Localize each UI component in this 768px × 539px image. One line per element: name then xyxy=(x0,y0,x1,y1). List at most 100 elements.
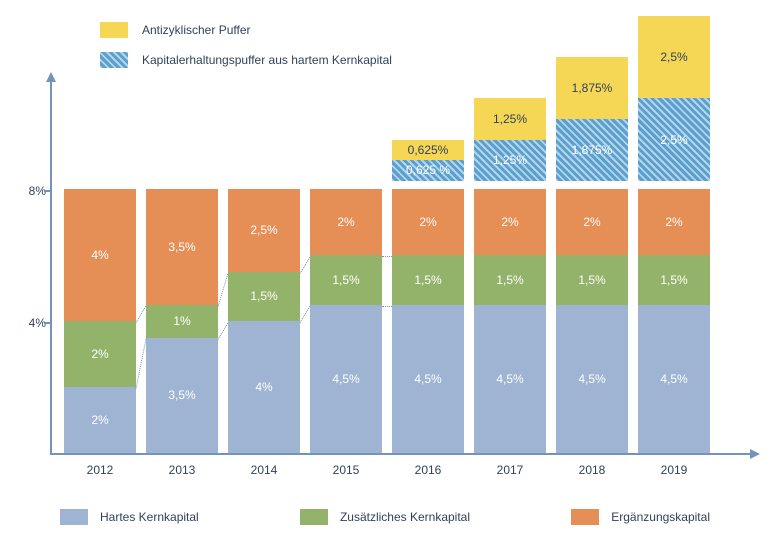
segment-value-label: 3,5% xyxy=(168,240,195,254)
segment-value-label: 2,5% xyxy=(660,133,687,147)
bar-2013: 3,5% 1% 3,5% xyxy=(146,189,218,453)
bar-2019: 4,5%1,5%2% 2,5% 2,5% xyxy=(638,16,710,453)
segment-ap: 2,5% xyxy=(638,16,710,99)
swatch-kapitalerhaltungspuffer xyxy=(100,52,128,68)
x-tick-label: 2013 xyxy=(146,463,218,477)
dotted-connector xyxy=(300,306,311,323)
segment-value-label: 2% xyxy=(91,413,108,427)
segment-value-label: 0,625 % xyxy=(406,163,450,177)
segment-bh: 0,625 % xyxy=(392,160,464,181)
dotted-connector xyxy=(218,273,229,306)
swatch-ergaenzungskapital xyxy=(571,509,599,525)
segment-value-label: 4% xyxy=(255,380,272,394)
legend-item-ergaenzungskapital: Ergänzungskapital xyxy=(571,509,710,525)
legend-item-kapitalerhaltungspuffer: Kapitalerhaltungspuffer aus hartem Kernk… xyxy=(100,52,392,68)
x-tick-label: 2014 xyxy=(228,463,300,477)
segment-value-label: 4,5% xyxy=(578,372,605,386)
legend-label: Hartes Kernkapital xyxy=(100,510,199,524)
y-tick-label: 8% xyxy=(18,184,46,198)
legend-label: Ergänzungskapital xyxy=(611,510,710,524)
x-tick-label: 2016 xyxy=(392,463,464,477)
segment-value-label: 2,5% xyxy=(660,50,687,64)
segment-ap: 0,625% xyxy=(392,140,464,161)
segment-value-label: 2% xyxy=(337,215,354,229)
segment-hk: 4,5% xyxy=(392,305,464,454)
y-tick-label: 4% xyxy=(18,316,46,330)
segment-value-label: 3,5% xyxy=(168,388,195,402)
segment-value-label: 1,5% xyxy=(332,273,359,287)
segment-gap xyxy=(556,181,628,189)
legend-bottom: Hartes Kernkapital Zusätzliches Kernkapi… xyxy=(60,509,710,525)
segment-hk: 4,5% xyxy=(310,305,382,454)
x-tick-label: 2018 xyxy=(556,463,628,477)
swatch-zusaetzliches-kernkapital xyxy=(300,509,328,525)
segment-value-label: 2,5% xyxy=(250,223,277,237)
segment-value-label: 2% xyxy=(91,347,108,361)
legend-item-hartes-kernkapital: Hartes Kernkapital xyxy=(60,509,199,525)
segment-value-label: 4,5% xyxy=(496,372,523,386)
segment-value-label: 1,5% xyxy=(250,289,277,303)
segment-gap xyxy=(474,181,546,189)
segment-zk: 1,5% xyxy=(310,255,382,305)
segment-value-label: 4% xyxy=(91,248,108,262)
segment-zk: 1,5% xyxy=(474,255,546,305)
legend-label: Zusätzliches Kernkapital xyxy=(340,510,470,524)
bar-2018: 4,5% 1,5% 2% 1,875% 1,875% xyxy=(556,57,628,453)
segment-value-label: 4,5% xyxy=(332,372,359,386)
dotted-connector xyxy=(382,256,392,257)
segment-ek: 2% xyxy=(392,189,464,255)
segment-bh: 1,875% xyxy=(556,119,628,181)
bar-2014: 4% 1,5% 2,5% xyxy=(228,189,300,453)
segment-gap xyxy=(392,181,464,189)
dotted-connector xyxy=(300,256,311,273)
x-tick-label: 2012 xyxy=(64,463,136,477)
segment-ek: 2% xyxy=(556,189,628,255)
x-axis xyxy=(50,453,750,455)
segment-ek: 2% xyxy=(310,189,382,255)
segment-value-label: 2% xyxy=(583,215,600,229)
legend-label: Kapitalerhaltungspuffer aus hartem Kernk… xyxy=(142,53,392,67)
segment-value-label: 2% xyxy=(419,215,436,229)
segment-zk: 1% xyxy=(146,305,218,338)
bar-2016: 4,5%1,5%2%0,625 %0,625% xyxy=(392,140,464,454)
segment-ek: 2% xyxy=(474,189,546,255)
segment-ek: 4% xyxy=(64,189,136,321)
segment-bh: 2,5% xyxy=(638,98,710,181)
swatch-hartes-kernkapital xyxy=(60,509,88,525)
segment-value-label: 1,875% xyxy=(572,143,613,157)
segment-hk: 2% xyxy=(64,387,136,453)
segment-value-label: 4,5% xyxy=(414,372,441,386)
x-tick-label: 2015 xyxy=(310,463,382,477)
segment-ek: 3,5% xyxy=(146,189,218,305)
dotted-connector xyxy=(218,322,229,339)
segment-zk: 1,5% xyxy=(638,255,710,305)
segment-ap: 1,25% xyxy=(474,98,546,139)
segment-value-label: 1,25% xyxy=(493,112,527,126)
dotted-connector xyxy=(136,339,147,389)
segment-value-label: 2% xyxy=(501,215,518,229)
segment-ek: 2% xyxy=(638,189,710,255)
chart-frame: { "chart": { "type": "stacked-bar", "wid… xyxy=(0,0,768,539)
chart-plot-area: 4%8% 2%2%4%20123,5%1%3,5%20134%1,5%2,5%2… xyxy=(50,170,750,455)
segment-value-label: 1% xyxy=(173,314,190,328)
legend-item-zusaetzliches-kernkapital: Zusätzliches Kernkapital xyxy=(300,509,470,525)
legend-label: Antizyklischer Puffer xyxy=(142,23,251,37)
bar-2017: 4,5% 1,5% 2% 1,25% 1,25% xyxy=(474,98,546,453)
legend-item-antizyklischer-puffer: Antizyklischer Puffer xyxy=(100,22,392,38)
swatch-antizyklischer-puffer xyxy=(100,22,128,38)
segment-zk: 1,5% xyxy=(556,255,628,305)
bar-2012: 2% 2% 4% xyxy=(64,189,136,453)
segment-value-label: 1,5% xyxy=(496,273,523,287)
segment-gap xyxy=(638,181,710,189)
segment-hk: 4,5% xyxy=(556,305,628,454)
segment-value-label: 0,625% xyxy=(408,143,449,157)
segment-zk: 2% xyxy=(64,321,136,387)
segment-value-label: 1,875% xyxy=(572,81,613,95)
segment-zk: 1,5% xyxy=(228,272,300,322)
dotted-connector xyxy=(382,306,392,307)
segment-hk: 4,5% xyxy=(638,305,710,454)
segment-bh: 1,25% xyxy=(474,140,546,181)
segment-hk: 4,5% xyxy=(474,305,546,454)
x-tick-label: 2019 xyxy=(638,463,710,477)
y-axis xyxy=(50,82,52,455)
